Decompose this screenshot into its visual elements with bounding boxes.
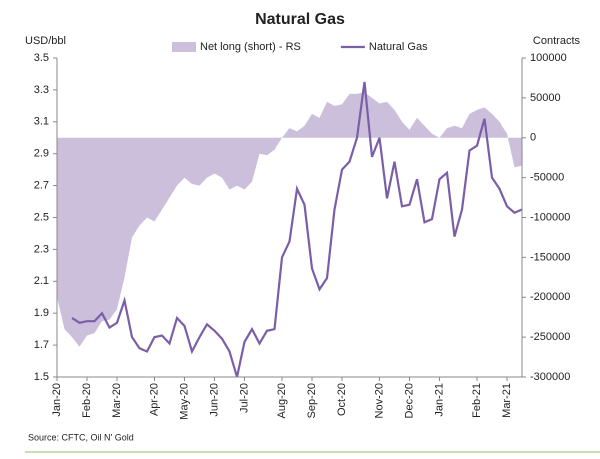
x-tick-label: Jul-20 [238, 383, 250, 413]
legend-label: Net long (short) - RS [200, 41, 301, 53]
x-tick-label: Nov-20 [373, 383, 385, 418]
area [57, 92, 522, 347]
y2-tick-label: 50000 [530, 92, 561, 104]
x-tick-label: Mar-21 [501, 383, 513, 418]
y-tick-label: 1.5 [34, 371, 49, 383]
y-axis-title: USD/bbl [25, 35, 66, 47]
y2-tick-label: -300000 [530, 371, 570, 383]
x-tick-label: Apr-20 [148, 383, 160, 416]
y-tick-label: 2.9 [34, 148, 49, 160]
y-tick-label: 2.7 [34, 180, 49, 192]
x-tick-label: Sep-20 [306, 383, 318, 418]
x-tick-label: Jan-21 [433, 383, 445, 417]
y2-tick-label: 100000 [530, 52, 567, 64]
x-tick-label: Jun-20 [208, 383, 220, 417]
y2-tick-label: -100000 [530, 211, 570, 223]
x-tick-label: Mar-20 [111, 383, 123, 418]
x-tick-label: Jan-20 [51, 383, 63, 417]
chart-title: Natural Gas [255, 11, 345, 28]
y-tick-label: 2.3 [34, 243, 49, 255]
legend-swatch [172, 42, 196, 52]
source: Source: CFTC, Oil N' Gold [28, 432, 134, 442]
y-tick-label: 3.1 [34, 116, 49, 128]
y2-tick-label: -50000 [530, 172, 564, 184]
x-tick-label: Oct-20 [336, 383, 348, 416]
y2-axis-title: Contracts [533, 35, 581, 47]
x-tick-label: Feb-21 [471, 383, 483, 418]
y2-tick-label: -200000 [530, 291, 570, 303]
y-tick-label: 1.7 [34, 339, 49, 351]
x-tick-label: Aug-20 [276, 383, 288, 418]
y2-tick-label: 0 [530, 132, 536, 144]
y2-tick-label: -250000 [530, 331, 570, 343]
y-tick-label: 2.5 [34, 211, 49, 223]
x-tick-label: May-20 [178, 383, 190, 420]
x-tick-label: Feb-20 [81, 383, 93, 418]
y-tick-label: 3.5 [34, 52, 49, 64]
legend-label: Natural Gas [369, 41, 428, 53]
y-tick-label: 3.3 [34, 84, 49, 96]
y-tick-label: 1.9 [34, 307, 49, 319]
x-tick-label: Dec-20 [403, 383, 415, 418]
line [71, 81, 523, 378]
y2-tick-label: -150000 [530, 251, 570, 263]
y-tick-label: 2.1 [34, 275, 49, 287]
